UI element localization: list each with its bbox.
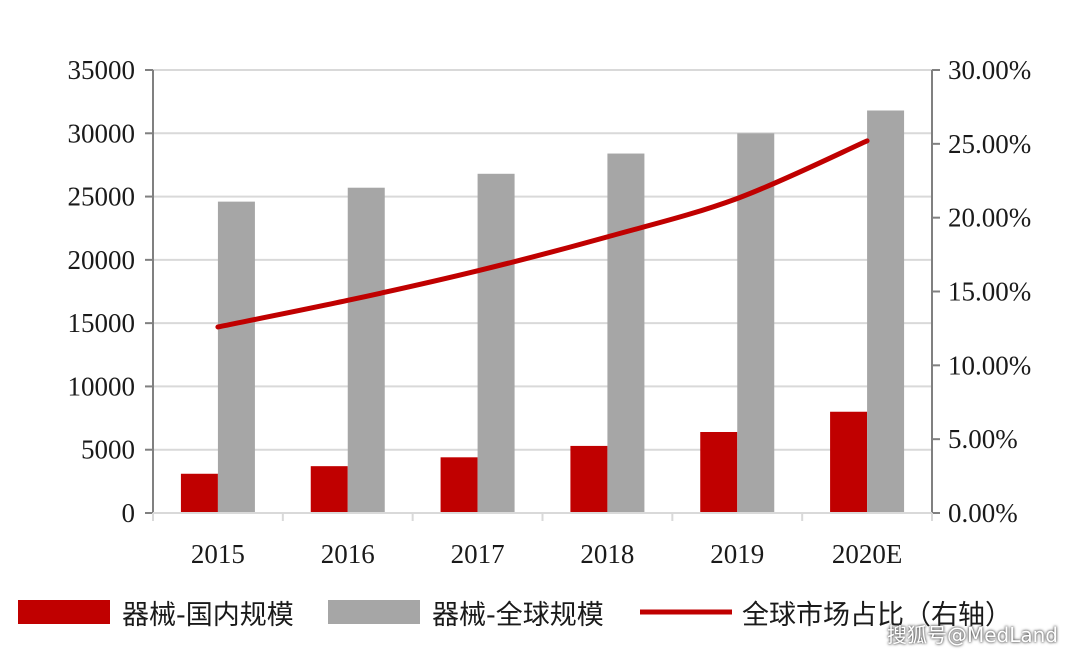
- left-axis-tick-label: 25000: [68, 182, 136, 212]
- right-axis-tick-label: 30.00%: [948, 55, 1031, 85]
- bars: [180, 110, 905, 514]
- bar-domestic: [700, 431, 738, 513]
- bar-domestic: [180, 473, 218, 513]
- right-axis-tick-label: 20.00%: [948, 203, 1031, 233]
- tick-labels: 0 5000 10000 15000 20000 25000 30000 35000 0.00%…: [68, 55, 1032, 569]
- x-axis-tick-label: 2019: [710, 539, 764, 569]
- right-axis-tick-label: 15.00%: [948, 277, 1031, 307]
- legend: 器械-国内规模 器械-全球规模 全球市场占比（右轴）: [18, 600, 1012, 631]
- x-axis-tick-label: 2016: [321, 539, 375, 569]
- x-axis-tick-label: 2015: [191, 539, 245, 569]
- bar-global: [217, 201, 255, 514]
- x-axis-tick-label: 2018: [580, 539, 634, 569]
- left-axis-tick-label: 10000: [68, 371, 136, 401]
- right-axis-tick-label: 10.00%: [948, 350, 1031, 380]
- right-axis-tick-label: 5.00%: [948, 424, 1018, 454]
- left-axis-tick-label: 15000: [68, 308, 136, 338]
- x-axis-tick-label: 2020E: [832, 539, 903, 569]
- share-line: [215, 138, 870, 330]
- bar-domestic: [440, 457, 478, 513]
- legend-label-share-line: 全球市场占比（右轴）: [742, 600, 1012, 631]
- bar-global: [607, 153, 645, 513]
- legend-swatch-global: [328, 600, 420, 624]
- bar-global: [347, 187, 385, 513]
- left-axis-tick-label: 20000: [68, 245, 136, 275]
- axes: [145, 69, 940, 521]
- bar-global: [867, 110, 905, 513]
- bar-domestic: [570, 445, 608, 513]
- watermark: 搜狐号@MedLand: [886, 623, 1058, 647]
- bar-domestic: [830, 411, 868, 513]
- left-axis-tick-label: 35000: [68, 55, 136, 85]
- right-axis-tick-label: 25.00%: [948, 129, 1031, 159]
- legend-label-domestic: 器械-国内规模: [122, 600, 294, 631]
- gridlines: [153, 69, 932, 451]
- left-axis-tick-label: 5000: [81, 435, 135, 465]
- x-axis-tick-label: 2017: [451, 539, 505, 569]
- legend-label-global: 器械-全球规模: [432, 600, 604, 631]
- right-axis-tick-label: 0.00%: [948, 498, 1018, 528]
- bar-global: [477, 173, 515, 513]
- left-axis-tick-label: 30000: [68, 118, 136, 148]
- bar-domestic: [310, 466, 348, 513]
- left-axis-tick-label: 0: [122, 498, 136, 528]
- legend-swatch-domestic: [18, 600, 110, 624]
- share-line-layer: [215, 138, 870, 330]
